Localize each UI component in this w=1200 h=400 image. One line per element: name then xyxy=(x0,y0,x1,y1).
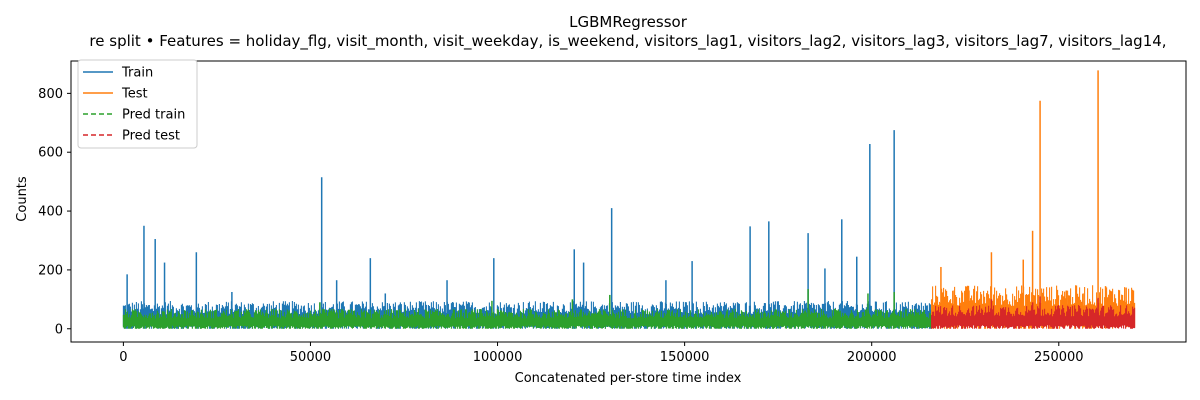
y-tick-label: 400 xyxy=(38,205,63,220)
y-axis: 0 200 400 600 800 xyxy=(38,87,71,337)
legend-box xyxy=(77,59,198,149)
y-tick-label: 200 xyxy=(38,263,63,278)
x-tick-label: 50000 xyxy=(290,350,331,365)
x-tick-label: 200000 xyxy=(847,350,897,365)
legend-label: Pred test xyxy=(122,129,180,144)
y-tick-label: 0 xyxy=(55,322,63,337)
legend-label: Pred train xyxy=(122,108,185,123)
x-tick-label: 150000 xyxy=(660,350,710,365)
legend-label: Test xyxy=(121,87,148,102)
y-axis-label: Counts xyxy=(15,176,30,222)
x-tick-label: 250000 xyxy=(1034,350,1084,365)
legend-label: Train xyxy=(121,66,153,81)
x-tick-label: 100000 xyxy=(473,350,523,365)
chart-title: LGBMRegressor xyxy=(569,13,688,31)
x-axis-label: Concatenated per-store time index xyxy=(515,371,742,386)
chart-subtitle: re split • Features = holiday_flg, visit… xyxy=(89,32,1166,51)
series-pred-train xyxy=(122,289,932,329)
series-pred-test xyxy=(931,296,1136,329)
series-band xyxy=(931,305,1136,329)
y-tick-label: 600 xyxy=(38,146,63,161)
plot-area-frame xyxy=(70,60,1187,343)
x-axis: 0 50000 100000 150000 200000 250000 xyxy=(119,342,1084,365)
legend: Train Test Pred train Pred test xyxy=(77,59,198,149)
x-tick-label: 0 xyxy=(119,350,127,365)
y-tick-label: 800 xyxy=(38,87,63,102)
